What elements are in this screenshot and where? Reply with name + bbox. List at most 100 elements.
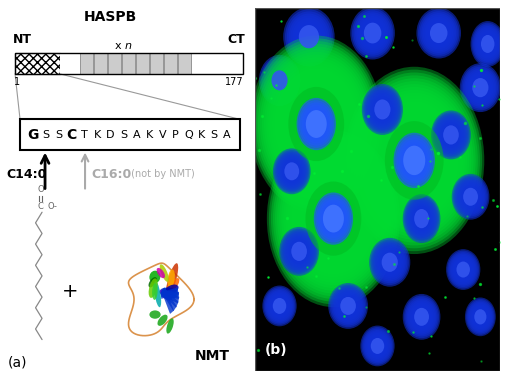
Ellipse shape bbox=[446, 249, 480, 290]
Ellipse shape bbox=[410, 203, 434, 234]
Ellipse shape bbox=[412, 207, 431, 231]
Ellipse shape bbox=[271, 70, 288, 90]
Ellipse shape bbox=[284, 161, 300, 181]
Bar bbox=[192, 53, 242, 74]
Ellipse shape bbox=[477, 29, 499, 59]
Ellipse shape bbox=[452, 257, 474, 283]
Ellipse shape bbox=[280, 157, 304, 186]
Ellipse shape bbox=[279, 147, 388, 291]
Text: D: D bbox=[106, 130, 115, 139]
Ellipse shape bbox=[281, 149, 386, 288]
Ellipse shape bbox=[278, 155, 305, 188]
Ellipse shape bbox=[261, 57, 298, 104]
Ellipse shape bbox=[438, 119, 464, 150]
Ellipse shape bbox=[395, 135, 433, 186]
Ellipse shape bbox=[442, 124, 460, 146]
Ellipse shape bbox=[469, 303, 491, 330]
Ellipse shape bbox=[285, 9, 333, 64]
Ellipse shape bbox=[265, 288, 294, 323]
Text: (a): (a) bbox=[8, 356, 27, 370]
Bar bbox=[94, 53, 107, 74]
Ellipse shape bbox=[306, 110, 327, 138]
Ellipse shape bbox=[414, 307, 430, 327]
Ellipse shape bbox=[299, 174, 367, 263]
Ellipse shape bbox=[412, 305, 431, 328]
Ellipse shape bbox=[332, 288, 364, 324]
Ellipse shape bbox=[414, 209, 429, 228]
Text: HASPB: HASPB bbox=[83, 10, 137, 24]
Ellipse shape bbox=[292, 243, 306, 260]
Ellipse shape bbox=[403, 146, 425, 175]
Ellipse shape bbox=[273, 299, 286, 313]
Text: G: G bbox=[27, 128, 38, 141]
Ellipse shape bbox=[285, 163, 298, 180]
Ellipse shape bbox=[463, 188, 478, 206]
Ellipse shape bbox=[296, 22, 322, 52]
Ellipse shape bbox=[471, 304, 490, 329]
Ellipse shape bbox=[362, 84, 403, 135]
Ellipse shape bbox=[480, 34, 495, 54]
Ellipse shape bbox=[365, 23, 381, 42]
Ellipse shape bbox=[269, 67, 290, 93]
Ellipse shape bbox=[157, 268, 165, 278]
Ellipse shape bbox=[420, 11, 458, 55]
Ellipse shape bbox=[290, 241, 308, 262]
Ellipse shape bbox=[426, 19, 451, 48]
Ellipse shape bbox=[472, 78, 488, 97]
Bar bbox=[136, 53, 149, 74]
Ellipse shape bbox=[252, 38, 381, 210]
Ellipse shape bbox=[282, 160, 301, 183]
Ellipse shape bbox=[400, 142, 428, 179]
Ellipse shape bbox=[374, 99, 390, 119]
Ellipse shape bbox=[262, 52, 371, 196]
Text: 1: 1 bbox=[14, 77, 20, 87]
Ellipse shape bbox=[417, 8, 461, 58]
Ellipse shape bbox=[339, 296, 357, 316]
Ellipse shape bbox=[298, 100, 334, 148]
Ellipse shape bbox=[267, 130, 400, 307]
Text: C16:0: C16:0 bbox=[91, 168, 131, 181]
Ellipse shape bbox=[372, 241, 408, 283]
Text: O: O bbox=[37, 185, 44, 194]
Ellipse shape bbox=[352, 8, 393, 58]
Ellipse shape bbox=[341, 298, 355, 314]
Text: O-: O- bbox=[47, 202, 58, 211]
Ellipse shape bbox=[472, 306, 489, 328]
Ellipse shape bbox=[348, 72, 480, 248]
Ellipse shape bbox=[466, 70, 495, 105]
Text: A: A bbox=[133, 130, 140, 139]
Ellipse shape bbox=[274, 150, 309, 193]
Ellipse shape bbox=[323, 205, 344, 233]
Ellipse shape bbox=[467, 72, 493, 103]
Ellipse shape bbox=[379, 113, 450, 208]
Ellipse shape bbox=[473, 24, 502, 64]
Ellipse shape bbox=[259, 55, 300, 106]
Ellipse shape bbox=[362, 90, 467, 231]
Ellipse shape bbox=[289, 239, 309, 263]
Ellipse shape bbox=[274, 68, 358, 180]
Ellipse shape bbox=[328, 283, 368, 329]
Ellipse shape bbox=[307, 111, 326, 137]
Ellipse shape bbox=[280, 77, 352, 172]
Ellipse shape bbox=[269, 293, 290, 319]
Ellipse shape bbox=[357, 14, 388, 52]
Text: Q: Q bbox=[184, 130, 193, 139]
Ellipse shape bbox=[450, 254, 477, 285]
Ellipse shape bbox=[447, 251, 479, 288]
Ellipse shape bbox=[289, 160, 377, 277]
Ellipse shape bbox=[378, 248, 401, 276]
Text: S: S bbox=[211, 130, 218, 139]
Ellipse shape bbox=[266, 290, 293, 322]
Ellipse shape bbox=[273, 149, 311, 194]
Ellipse shape bbox=[325, 208, 341, 229]
Ellipse shape bbox=[407, 299, 436, 335]
Text: C14:0: C14:0 bbox=[6, 168, 46, 181]
Text: C: C bbox=[37, 202, 43, 211]
Ellipse shape bbox=[474, 309, 487, 325]
Ellipse shape bbox=[270, 63, 362, 185]
Ellipse shape bbox=[363, 86, 401, 133]
Ellipse shape bbox=[269, 133, 398, 304]
Ellipse shape bbox=[374, 99, 391, 121]
Ellipse shape bbox=[301, 176, 365, 261]
Ellipse shape bbox=[276, 71, 356, 177]
